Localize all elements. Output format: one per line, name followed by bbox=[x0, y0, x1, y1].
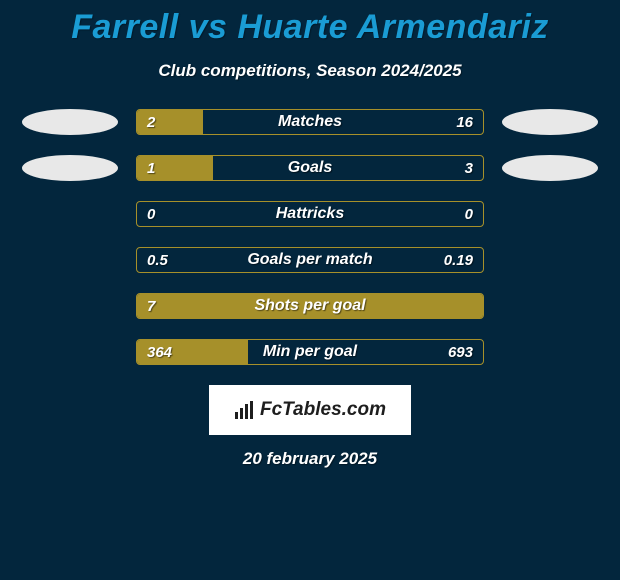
stat-label: Goals bbox=[137, 156, 483, 180]
stat-label: Shots per goal bbox=[137, 294, 483, 318]
stat-row: 216Matches bbox=[22, 109, 598, 135]
stat-row: 364693Min per goal bbox=[22, 339, 598, 365]
comparison-chart: 216Matches 13Goals 00Hattricks 0.50.19Goals… bbox=[0, 109, 620, 365]
player-left-oval bbox=[22, 109, 118, 135]
stat-bar: 7Shots per goal bbox=[136, 293, 484, 319]
stat-bar: 0.50.19Goals per match bbox=[136, 247, 484, 273]
logo-text: FcTables.com bbox=[260, 399, 386, 421]
stat-bar: 364693Min per goal bbox=[136, 339, 484, 365]
player-left-oval bbox=[22, 155, 118, 181]
page-title: Farrell vs Huarte Armendariz bbox=[0, 0, 620, 47]
player-right-oval bbox=[502, 155, 598, 181]
subtitle: Club competitions, Season 2024/2025 bbox=[0, 61, 620, 81]
player-right-oval bbox=[502, 109, 598, 135]
stat-row: 7Shots per goal bbox=[22, 293, 598, 319]
stat-bar: 00Hattricks bbox=[136, 201, 484, 227]
stat-label: Hattricks bbox=[137, 202, 483, 226]
stat-bar: 216Matches bbox=[136, 109, 484, 135]
stat-row: 0.50.19Goals per match bbox=[22, 247, 598, 273]
stat-row: 00Hattricks bbox=[22, 201, 598, 227]
stat-label: Min per goal bbox=[137, 340, 483, 364]
date-text: 20 february 2025 bbox=[0, 449, 620, 469]
logo-box: FcTables.com bbox=[209, 385, 411, 435]
stat-label: Goals per match bbox=[137, 248, 483, 272]
bars-icon bbox=[234, 401, 256, 419]
stat-row: 13Goals bbox=[22, 155, 598, 181]
stat-bar: 13Goals bbox=[136, 155, 484, 181]
stat-label: Matches bbox=[137, 110, 483, 134]
logo: FcTables.com bbox=[234, 399, 386, 421]
